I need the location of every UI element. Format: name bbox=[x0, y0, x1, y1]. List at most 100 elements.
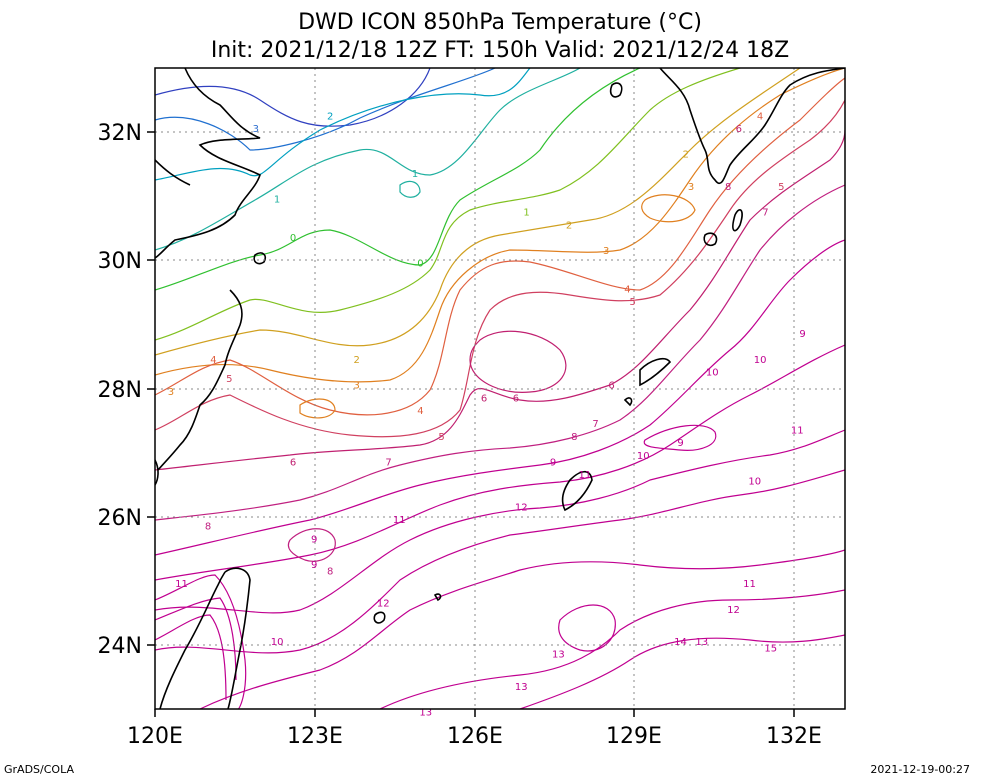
coastline bbox=[609, 82, 623, 98]
contour-label: 1 bbox=[412, 169, 418, 180]
contour-line bbox=[155, 614, 227, 701]
contour-label: 9 bbox=[677, 438, 683, 449]
contour-line bbox=[399, 180, 421, 198]
contour-label: 4 bbox=[757, 111, 763, 122]
contour-label: 0 bbox=[417, 259, 423, 270]
contour-label: 11 bbox=[743, 579, 756, 590]
contour-label: 3 bbox=[253, 124, 259, 135]
contour-line bbox=[155, 597, 237, 681]
contour-label: 13 bbox=[695, 637, 708, 648]
y-tick-label: 32N bbox=[98, 121, 142, 146]
contour-label: 4 bbox=[624, 284, 630, 295]
contour-label: 15 bbox=[764, 643, 777, 654]
contour-label: 6 bbox=[736, 124, 742, 135]
x-tick-label: 132E bbox=[766, 724, 822, 749]
contour-line bbox=[155, 344, 845, 581]
contour-label: 4 bbox=[210, 355, 216, 366]
contour-line bbox=[155, 99, 845, 438]
y-tick-label: 28N bbox=[98, 378, 142, 403]
contour-label: 13 bbox=[515, 682, 528, 693]
contour-line bbox=[155, 574, 247, 709]
contour-label: 9 bbox=[311, 560, 317, 571]
contour-label: 2 bbox=[354, 355, 360, 366]
coastline bbox=[373, 611, 386, 624]
contour-label: 6 bbox=[513, 393, 519, 404]
coastline bbox=[159, 567, 251, 709]
contour-line bbox=[379, 589, 845, 709]
x-tick-label: 123E bbox=[287, 724, 343, 749]
contour-label: 12 bbox=[377, 598, 390, 609]
contour-line bbox=[155, 239, 845, 556]
contour-label: 5 bbox=[226, 374, 232, 385]
coastline bbox=[659, 68, 845, 185]
contour-label: 6 bbox=[481, 393, 487, 404]
contour-line bbox=[469, 330, 567, 393]
contour-line bbox=[199, 549, 845, 709]
contour-line bbox=[155, 129, 845, 471]
contour-line bbox=[155, 68, 741, 341]
contour-line bbox=[155, 68, 845, 383]
contour-line bbox=[558, 604, 616, 652]
contour-label: 11 bbox=[791, 425, 804, 436]
coastline bbox=[732, 209, 743, 232]
contour-line bbox=[155, 184, 845, 521]
contour-label: 5 bbox=[778, 182, 784, 193]
contour-label: 12 bbox=[727, 605, 740, 616]
contour-label: 11 bbox=[175, 579, 188, 590]
contour-line bbox=[155, 77, 845, 416]
contour-label: 2 bbox=[683, 150, 689, 161]
contour-label: 4 bbox=[417, 406, 423, 417]
contour-label: 2 bbox=[327, 111, 333, 122]
coastline bbox=[155, 159, 191, 186]
map-subtitle: Init: 2021/12/18 12Z FT: 150h Valid: 202… bbox=[210, 38, 790, 63]
contour-label: 3 bbox=[688, 182, 694, 193]
contour-label: 7 bbox=[762, 207, 768, 218]
coastline bbox=[157, 289, 243, 471]
coastline bbox=[623, 397, 633, 407]
contour-label: 7 bbox=[385, 457, 391, 468]
coastline bbox=[639, 358, 672, 387]
contour-label: 9 bbox=[799, 329, 805, 340]
y-tick-label: 26N bbox=[98, 506, 142, 531]
contour-label: 13 bbox=[552, 650, 565, 661]
contour-label: 5 bbox=[438, 432, 444, 443]
contour-line bbox=[643, 424, 717, 451]
contour-label: 1 bbox=[274, 195, 280, 206]
contour-label: 3 bbox=[354, 381, 360, 392]
map-title: DWD ICON 850hPa Temperature (°C) bbox=[298, 10, 702, 35]
contour-label: 5 bbox=[630, 297, 636, 308]
contour-label: 8 bbox=[725, 182, 731, 193]
y-tick-label: 24N bbox=[98, 634, 142, 659]
footer-timestamp: 2021-12-19-00:27 bbox=[870, 763, 970, 776]
contour-label: 9 bbox=[550, 457, 556, 468]
contour-line bbox=[155, 68, 641, 291]
coastline bbox=[703, 232, 718, 247]
x-tick-label: 129E bbox=[606, 724, 662, 749]
contour-line bbox=[155, 68, 581, 251]
coastline bbox=[433, 593, 442, 602]
contour-label: 7 bbox=[592, 419, 598, 430]
contour-label: 13 bbox=[419, 707, 432, 718]
contour-label: 14 bbox=[674, 637, 687, 648]
contour-label: 10 bbox=[754, 355, 767, 366]
contour-label: 10 bbox=[748, 477, 761, 488]
contour-label: 3 bbox=[168, 387, 174, 398]
contour-label: 8 bbox=[327, 566, 333, 577]
contour-label: 8 bbox=[571, 432, 577, 443]
x-tick-label: 120E bbox=[127, 724, 183, 749]
contour-label: 8 bbox=[205, 522, 211, 533]
contour-label: 0 bbox=[290, 233, 296, 244]
contour-line bbox=[155, 68, 496, 151]
contour-line bbox=[155, 429, 845, 614]
contour-label: 11 bbox=[579, 470, 592, 481]
contour-label: 6 bbox=[290, 457, 296, 468]
contour-label: 6 bbox=[608, 381, 614, 392]
x-tick-label: 126E bbox=[447, 724, 503, 749]
contour-line bbox=[299, 398, 336, 419]
contour-line bbox=[155, 469, 845, 654]
contour-line bbox=[155, 68, 431, 127]
contour-label: 3 bbox=[603, 246, 609, 257]
contour-line bbox=[155, 68, 801, 356]
